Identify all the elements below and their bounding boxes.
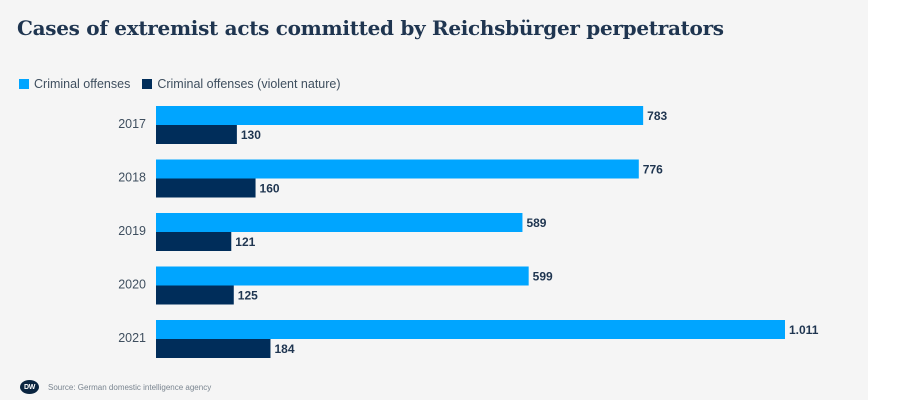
value-label-violent-2021: 184 [274, 342, 294, 356]
legend-swatch-criminal-offenses [19, 79, 29, 89]
value-label-criminal-2018: 776 [643, 163, 663, 177]
legend-label-criminal-offenses: Criminal offenses [34, 77, 131, 91]
value-label-criminal-2020: 599 [533, 270, 553, 284]
dw-logo: DW [20, 380, 39, 394]
legend-swatch-violent-offenses [142, 79, 153, 89]
chart-title: Cases of extremist acts committed by Rei… [17, 16, 724, 40]
legend: Criminal offenses Criminal offenses (vio… [19, 77, 353, 91]
value-label-criminal-2019: 589 [526, 216, 546, 230]
category-label-2020: 2020 [118, 278, 146, 292]
value-label-violent-2019: 121 [235, 235, 255, 249]
category-label-2018: 2018 [118, 171, 146, 185]
value-label-violent-2020: 125 [238, 289, 258, 303]
value-label-violent-2018: 160 [260, 182, 280, 196]
bar-violent-2020 [156, 285, 234, 305]
category-label-2019: 2019 [118, 224, 146, 238]
bar-criminal-2017 [156, 106, 644, 125]
value-label-criminal-2021: 1.011 [789, 323, 819, 337]
value-label-criminal-2017: 783 [647, 109, 667, 123]
bar-criminal-2021 [156, 320, 785, 339]
bar-violent-2019 [156, 232, 232, 251]
source-note: Source: German domestic intelligence age… [48, 382, 212, 392]
bar-violent-2021 [156, 339, 271, 358]
legend-label-violent-offenses: Criminal offenses (violent nature) [157, 77, 341, 91]
bar-criminal-2019 [156, 213, 523, 232]
bar-violent-2018 [156, 178, 256, 198]
category-label-2021: 2021 [118, 331, 146, 345]
bar-criminal-2018 [156, 159, 639, 179]
bar-chart: 2017 783 130 2018 776 160 2019 589 121 2020 599 125… [118, 106, 819, 358]
legend-item-violent-offenses: Criminal offenses (violent nature) [142, 77, 341, 91]
chart-panel: Cases of extremist acts committed by Rei… [17, 16, 819, 394]
category-label-2017: 2017 [118, 117, 146, 131]
bar-violent-2017 [156, 125, 237, 144]
legend-item-criminal-offenses: Criminal offenses [19, 77, 130, 91]
footer: DW Source: German domestic intelligence … [20, 380, 211, 394]
bar-criminal-2020 [156, 266, 529, 286]
value-label-violent-2017: 130 [241, 128, 261, 142]
